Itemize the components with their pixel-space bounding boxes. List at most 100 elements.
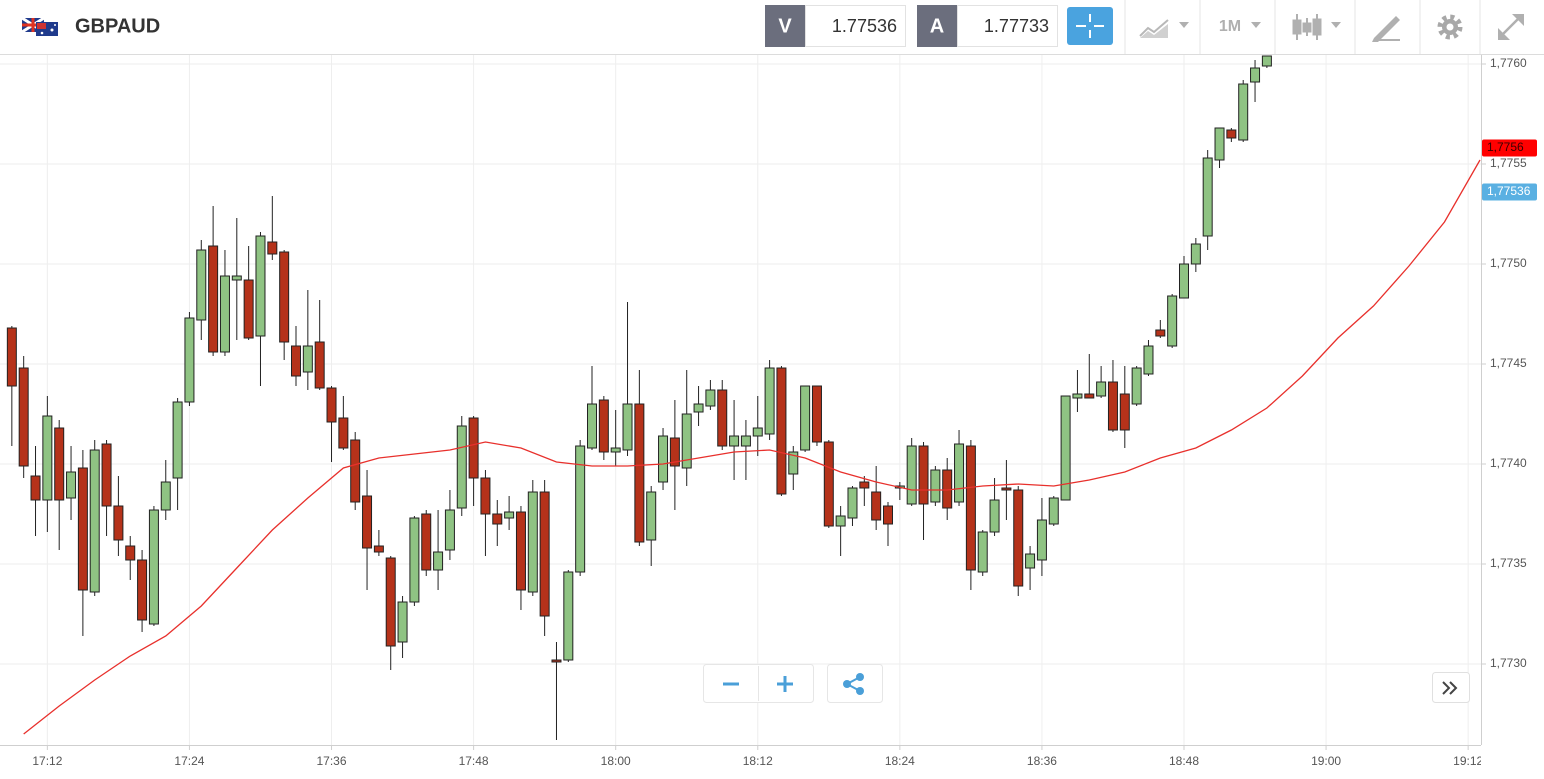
candle-body [705, 389, 716, 407]
ask-box [957, 5, 1058, 47]
candle-body [113, 505, 124, 541]
x-tick-label: 18:48 [1169, 754, 1199, 768]
candle-body [1001, 487, 1012, 491]
price-marker: 1,7756 [1482, 139, 1537, 157]
candle-body [575, 445, 586, 573]
candle-body [433, 551, 444, 571]
candle-body [1036, 519, 1047, 561]
candle-body [1119, 393, 1130, 431]
candle-body [977, 531, 988, 573]
x-tick-label: 17:12 [32, 754, 62, 768]
candle-body [1214, 127, 1225, 161]
candle-body [1155, 329, 1166, 337]
candle-body [954, 443, 965, 503]
candle-body [1096, 381, 1107, 397]
candle-body [137, 559, 148, 621]
candle-body [764, 367, 775, 435]
candle-body [421, 513, 432, 571]
x-tick-label: 18:36 [1027, 754, 1057, 768]
axes: 1,7730 1,7735 1,7740 1,7745 1,7750 1,7755 1,77… [32, 56, 1537, 768]
candle-body [823, 441, 834, 527]
candle-body [1190, 243, 1201, 265]
bid-price: 1.77536 [832, 16, 897, 36]
candle-body [634, 403, 645, 543]
candle-body [1048, 497, 1059, 525]
flag [21, 16, 58, 36]
candle-body [148, 509, 159, 625]
candle-body [18, 367, 29, 467]
candle-body [196, 249, 207, 321]
zoom-controls [703, 664, 1470, 703]
candle-body [1084, 393, 1095, 399]
ask-price: 1.77733 [984, 16, 1049, 36]
x-tick-label: 19:00 [1311, 754, 1341, 768]
candle-body [480, 477, 491, 515]
candle-body [835, 515, 846, 527]
x-tick-label: 18:24 [885, 754, 915, 768]
candle-body [184, 317, 195, 403]
scroll-right-button[interactable] [1432, 672, 1470, 703]
draw-button[interactable] [1372, 16, 1400, 42]
candle-body [77, 467, 88, 591]
candle-body [811, 385, 822, 443]
candle-body [504, 511, 515, 519]
candle-body [551, 659, 562, 663]
symbol: GBPAUD [75, 15, 160, 37]
expand-button[interactable] [1498, 14, 1524, 40]
zoom-in-button[interactable] [777, 676, 793, 692]
candle-body [622, 403, 633, 451]
timeframe-button[interactable]: 1M [1219, 18, 1261, 35]
candle-body [563, 571, 574, 661]
grid [0, 55, 1481, 745]
x-tick-label: 18:12 [743, 754, 773, 768]
candle-body [930, 469, 941, 503]
crosshair-button[interactable] [1067, 7, 1113, 45]
candle-body [350, 439, 361, 503]
price-marker-label: 1,7756 [1487, 140, 1524, 154]
candle-body [681, 413, 692, 469]
y-tick-label: 1,7750 [1490, 256, 1527, 270]
candle-body [6, 327, 17, 387]
ask-label-box [917, 5, 957, 47]
candle-body [800, 385, 811, 451]
chart-type-button[interactable] [1139, 19, 1189, 38]
y-tick-label: 1,7735 [1490, 556, 1527, 570]
y-tick-label: 1,7755 [1490, 156, 1527, 170]
candle-body [66, 471, 77, 499]
candle-body [1167, 295, 1178, 347]
candle-body [646, 491, 657, 541]
candle-body [906, 445, 917, 505]
candle-body [1013, 489, 1024, 587]
candle-type-button[interactable] [1292, 14, 1341, 40]
price-marker-label: 1,77536 [1487, 184, 1531, 198]
candle-body [172, 401, 183, 479]
candle-body [362, 495, 373, 549]
candle-body [847, 487, 858, 519]
candle-body [54, 427, 65, 501]
candle-body [279, 251, 290, 343]
x-tick-label: 17:36 [317, 754, 347, 768]
candle-body [883, 505, 893, 525]
candle-body [314, 341, 325, 389]
candle-body [918, 445, 929, 505]
candle-body [1179, 263, 1189, 299]
candle-body [1238, 83, 1249, 141]
candle-body [610, 447, 621, 453]
candle-body [42, 415, 53, 501]
candle-body [243, 279, 254, 339]
candle-body [468, 417, 479, 479]
candle-body [291, 345, 301, 377]
candle-body [989, 499, 1000, 533]
candle-body [515, 511, 526, 591]
candle-body [409, 517, 420, 603]
moving-average-line [23, 159, 1481, 735]
candle-body [658, 435, 669, 483]
y-tick-label: 1,7745 [1490, 356, 1527, 370]
share-button[interactable] [827, 664, 883, 703]
y-tick-label: 1,7760 [1490, 56, 1527, 70]
candle-body [527, 491, 538, 593]
candle-body [693, 403, 704, 413]
settings-button[interactable] [1437, 14, 1463, 40]
candle-body [101, 443, 112, 507]
x-tick-label: 19:12 [1453, 754, 1483, 768]
